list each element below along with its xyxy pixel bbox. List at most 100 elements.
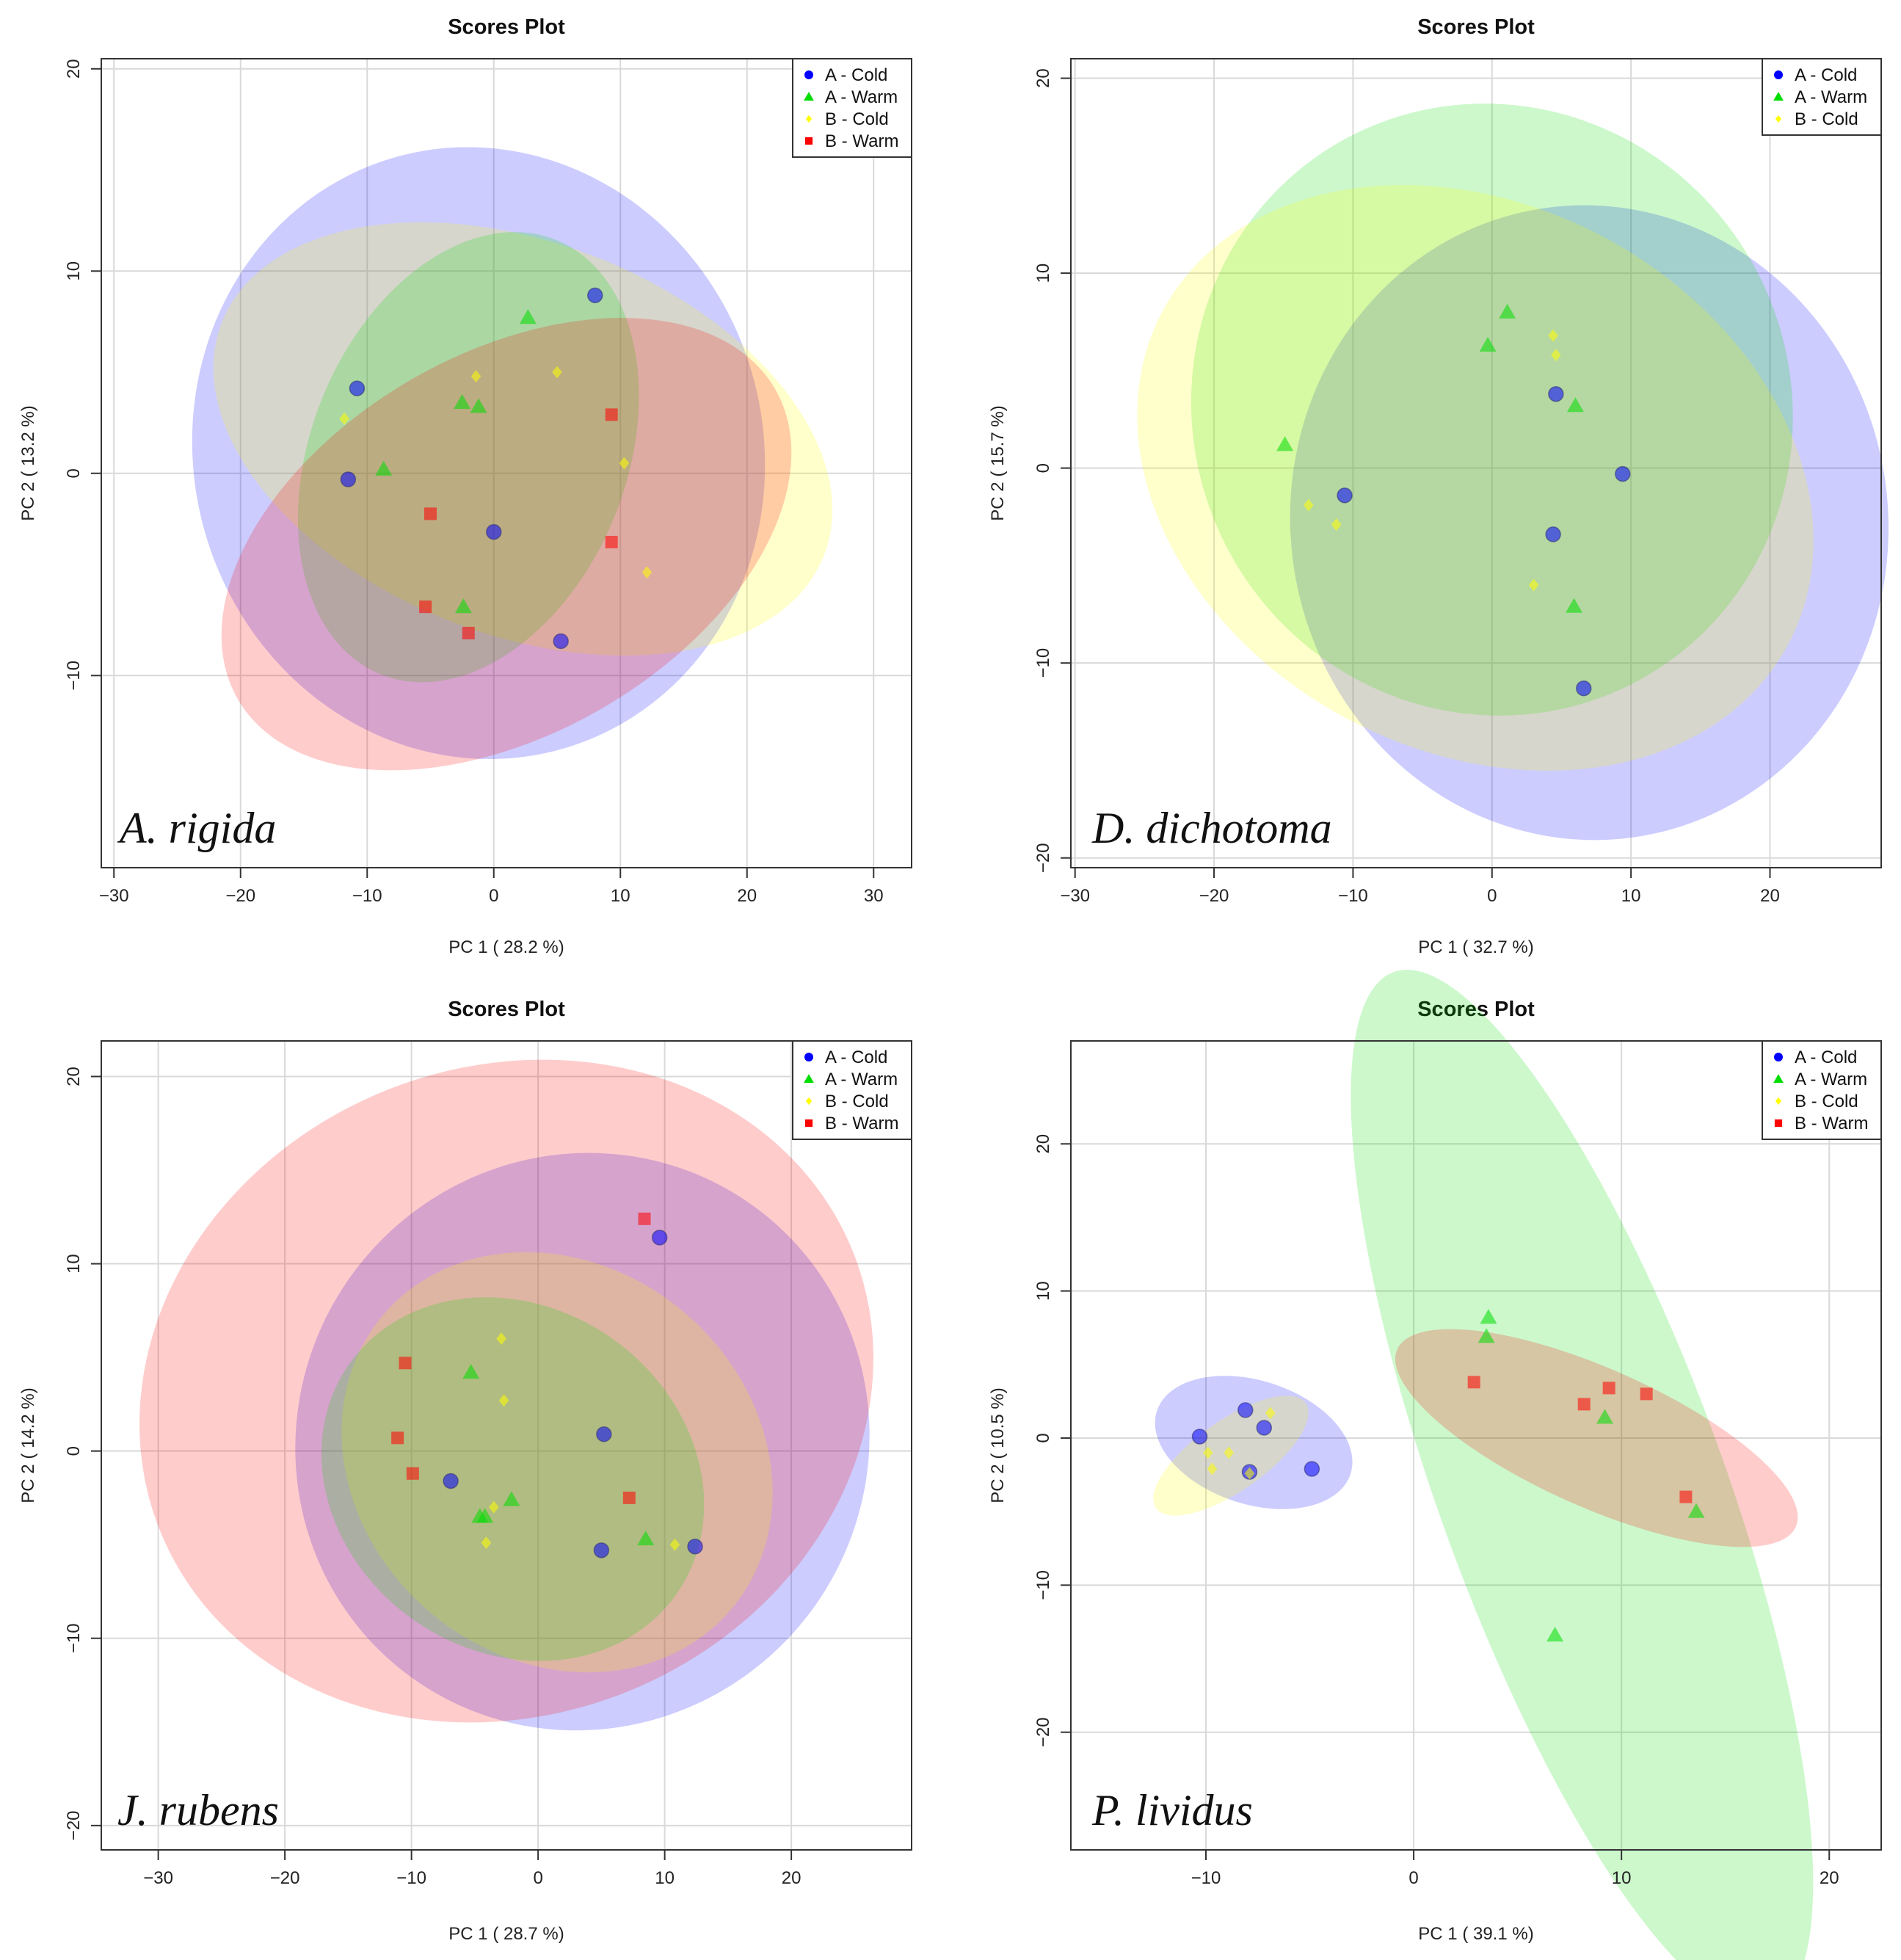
legend-marker-b-warm bbox=[804, 1119, 813, 1128]
point-b-cold bbox=[1528, 578, 1539, 592]
y-axis-label: PC 2 ( 14.2 %) bbox=[18, 1387, 38, 1503]
ellipse-b-warm bbox=[1395, 1329, 1798, 1547]
point-b-cold bbox=[1224, 1446, 1234, 1459]
y-tick-label: 0 bbox=[64, 468, 84, 478]
point-b-cold bbox=[481, 1536, 492, 1550]
data-points bbox=[391, 1212, 703, 1558]
x-tick-label: 0 bbox=[533, 1868, 542, 1888]
point-a-cold bbox=[587, 287, 603, 304]
point-a-cold bbox=[687, 1539, 703, 1555]
y-tick-label: −20 bbox=[64, 1810, 84, 1840]
x-tick-label: −10 bbox=[352, 886, 382, 906]
x-tick-label: 0 bbox=[1487, 886, 1497, 906]
point-b-warm bbox=[462, 626, 475, 639]
point-a-cold bbox=[1337, 487, 1353, 504]
y-tick-label: 20 bbox=[1033, 68, 1053, 88]
point-a-warm bbox=[637, 1531, 655, 1546]
grid-lines bbox=[101, 1041, 912, 1850]
point-a-cold bbox=[443, 1473, 459, 1489]
point-a-warm bbox=[1480, 1309, 1497, 1324]
y-tick-label: −20 bbox=[1033, 1717, 1053, 1747]
legend-label-a-cold: A - Cold bbox=[1795, 65, 1857, 85]
x-tick-label: 10 bbox=[655, 1868, 675, 1888]
plot-border bbox=[1070, 1040, 1882, 1851]
y-tick-label: 20 bbox=[1033, 1134, 1053, 1154]
x-tick-label: −10 bbox=[1338, 886, 1368, 906]
y-axis-label: PC 2 ( 10.5 %) bbox=[988, 1387, 1008, 1503]
legend-marker-b-cold bbox=[805, 115, 813, 123]
point-b-cold bbox=[488, 1500, 499, 1514]
x-tick-label: 0 bbox=[1409, 1868, 1418, 1888]
y-tick-label: 0 bbox=[64, 1446, 84, 1456]
x-axis-ticks: −10 0 10 20 bbox=[1191, 1850, 1839, 1888]
legend-marker-a-cold bbox=[1774, 70, 1783, 79]
y-axis-ticks: −20 −10 0 10 20 bbox=[64, 1067, 101, 1840]
point-a-cold bbox=[1548, 385, 1564, 402]
plot-border bbox=[1070, 58, 1882, 868]
point-b-warm bbox=[605, 535, 618, 548]
x-tick-label: −20 bbox=[225, 886, 255, 906]
x-tick-label: 0 bbox=[489, 886, 498, 906]
point-b-warm bbox=[424, 507, 437, 520]
x-tick-label: 20 bbox=[1820, 1868, 1839, 1888]
legend-marker-b-warm bbox=[804, 137, 813, 145]
y-tick-label: −20 bbox=[1033, 843, 1053, 873]
point-b-warm bbox=[406, 1467, 419, 1480]
x-tick-label: 10 bbox=[1621, 886, 1641, 906]
x-tick-label: −10 bbox=[396, 1868, 426, 1888]
legend-box bbox=[1762, 58, 1882, 136]
legend-label-b-warm: B - Warm bbox=[1795, 1114, 1868, 1133]
ellipse-a-cold bbox=[192, 147, 766, 760]
point-b-warm bbox=[1467, 1376, 1480, 1389]
y-tick-label: −10 bbox=[64, 1623, 84, 1653]
x-tick-label: −20 bbox=[1199, 886, 1229, 906]
x-tick-label: −30 bbox=[99, 886, 129, 906]
point-a-warm bbox=[454, 598, 472, 614]
point-b-cold bbox=[498, 1394, 509, 1407]
ellipse-b-warm bbox=[221, 318, 792, 771]
legend-marker-b-cold bbox=[805, 1097, 813, 1106]
point-a-warm bbox=[519, 309, 537, 324]
ellipse-b-cold bbox=[213, 222, 833, 656]
confidence-ellipses bbox=[1137, 104, 1889, 841]
legend-marker-a-cold bbox=[1774, 1053, 1783, 1061]
point-a-warm bbox=[1546, 1626, 1564, 1642]
x-tick-label: 10 bbox=[1612, 1868, 1632, 1888]
y-axis-label: PC 2 ( 15.7 %) bbox=[988, 405, 1008, 520]
panel-title: Scores Plot bbox=[1417, 998, 1535, 1021]
point-a-cold bbox=[1304, 1461, 1320, 1477]
plot-border bbox=[101, 1040, 912, 1851]
species-label: D. dichotoma bbox=[1091, 804, 1332, 852]
y-tick-label: −10 bbox=[1033, 1570, 1053, 1600]
point-a-warm bbox=[1596, 1409, 1614, 1424]
x-axis-label: PC 1 ( 32.7 %) bbox=[1418, 937, 1533, 957]
point-a-warm bbox=[1687, 1503, 1705, 1518]
legend-marker-b-warm bbox=[1774, 1119, 1783, 1128]
x-tick-label: −30 bbox=[143, 1868, 173, 1888]
point-b-warm bbox=[638, 1212, 651, 1225]
point-b-cold bbox=[1244, 1467, 1255, 1480]
point-b-warm bbox=[605, 408, 618, 421]
x-axis-label: PC 1 ( 28.2 %) bbox=[448, 937, 564, 957]
point-a-cold bbox=[1191, 1429, 1208, 1445]
species-label: J. rubens bbox=[117, 1786, 279, 1834]
point-b-cold bbox=[1265, 1407, 1276, 1420]
point-b-warm bbox=[1602, 1382, 1615, 1395]
x-axis-label: PC 1 ( 28.7 %) bbox=[448, 1924, 564, 1944]
ellipse-a-cold bbox=[1290, 205, 1889, 841]
point-a-cold bbox=[553, 633, 569, 650]
point-a-warm bbox=[1566, 598, 1583, 613]
point-b-warm bbox=[391, 1431, 404, 1445]
point-b-warm bbox=[419, 600, 432, 614]
ellipse-b-cold bbox=[1137, 184, 1814, 771]
x-tick-label: −10 bbox=[1191, 1868, 1221, 1888]
legend-marker-a-warm bbox=[1773, 92, 1784, 101]
legend-label-a-warm: A - Warm bbox=[1795, 1070, 1867, 1089]
point-a-cold bbox=[1615, 465, 1631, 482]
ellipse-a-warm bbox=[297, 232, 639, 683]
